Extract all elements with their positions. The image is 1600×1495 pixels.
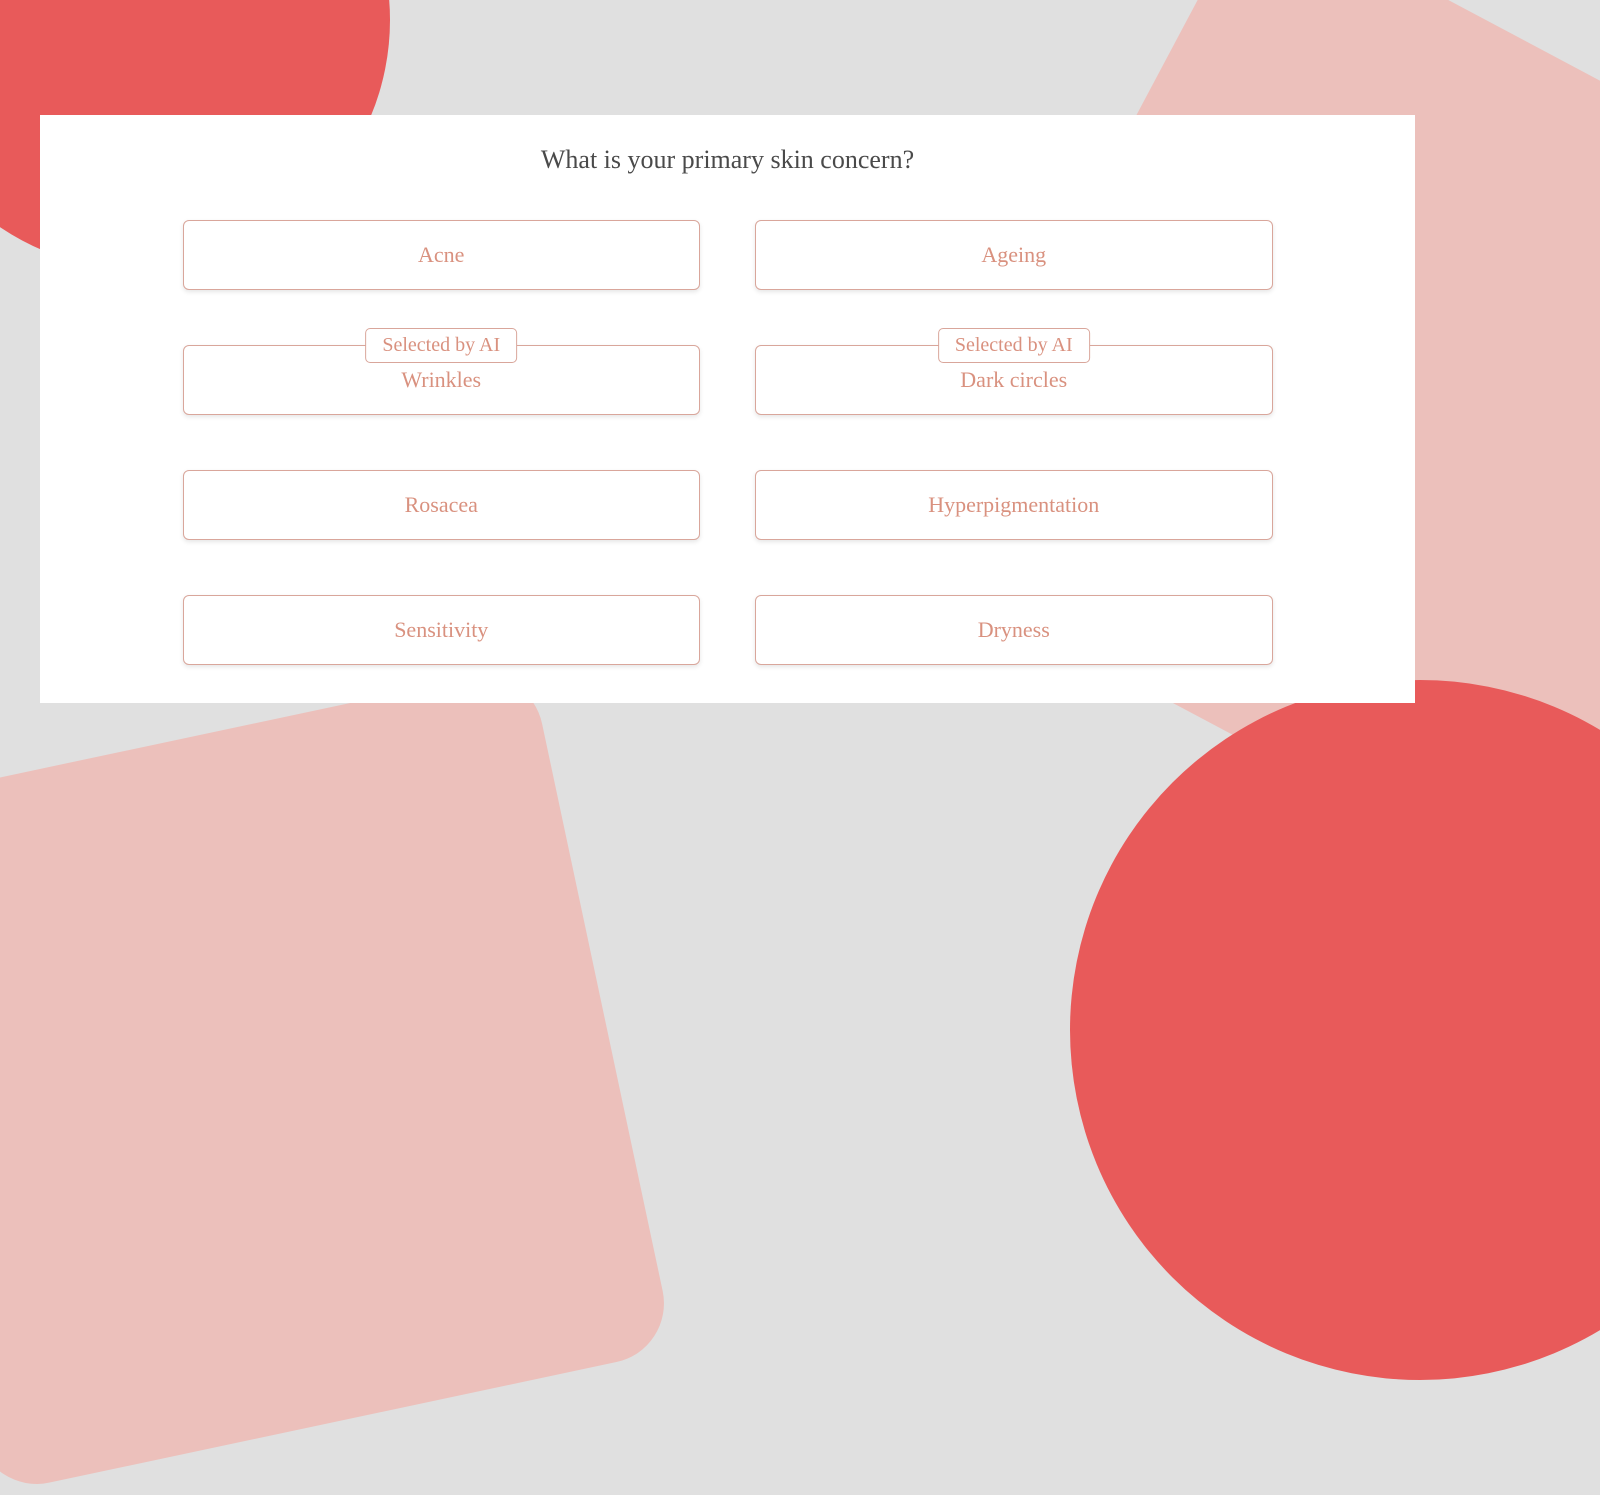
option-wrapper-wrinkles: Selected by AI Wrinkles [183,345,701,415]
option-label: Acne [418,242,464,268]
option-button-hyperpigmentation[interactable]: Hyperpigmentation [755,470,1273,540]
option-label: Dark circles [960,367,1067,393]
option-wrapper-rosacea: Rosacea [183,470,701,540]
option-button-acne[interactable]: Acne [183,220,701,290]
ai-selected-badge: Selected by AI [365,328,517,363]
option-label: Dryness [978,617,1050,643]
option-button-sensitivity[interactable]: Sensitivity [183,595,701,665]
option-button-dryness[interactable]: Dryness [755,595,1273,665]
option-label: Wrinkles [401,367,481,393]
option-label: Sensitivity [394,617,488,643]
background-shape-pink-bottom-left [0,665,675,1495]
option-button-ageing[interactable]: Ageing [755,220,1273,290]
option-button-rosacea[interactable]: Rosacea [183,470,701,540]
option-label: Rosacea [405,492,478,518]
question-title: What is your primary skin concern? [100,145,1355,175]
option-label: Hyperpigmentation [928,492,1099,518]
option-wrapper-dark-circles: Selected by AI Dark circles [755,345,1273,415]
option-wrapper-hyperpigmentation: Hyperpigmentation [755,470,1273,540]
option-label: Ageing [981,242,1046,268]
options-grid: Acne Ageing Selected by AI Wrinkles Sele… [183,220,1273,665]
question-card: What is your primary skin concern? Acne … [40,115,1415,703]
option-wrapper-dryness: Dryness [755,595,1273,665]
option-wrapper-ageing: Ageing [755,220,1273,290]
option-wrapper-sensitivity: Sensitivity [183,595,701,665]
background-shape-red-bottom-right [1070,680,1600,1380]
ai-selected-badge: Selected by AI [938,328,1090,363]
option-wrapper-acne: Acne [183,220,701,290]
